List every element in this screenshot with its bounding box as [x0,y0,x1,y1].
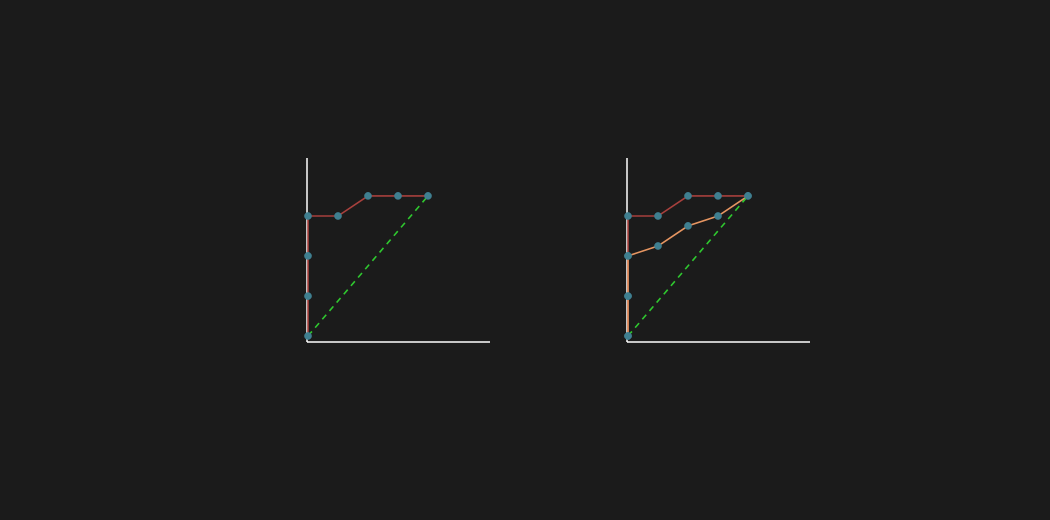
data-point [624,332,632,340]
data-point [364,192,372,200]
data-point [624,252,632,260]
data-point [714,212,722,220]
data-point [744,192,752,200]
data-point [304,252,312,260]
plot-panel-2 [624,158,810,343]
data-point [624,292,632,300]
data-point [304,212,312,220]
data-point [304,332,312,340]
data-point [714,192,722,200]
data-point [304,292,312,300]
series-line-3 [627,195,749,337]
plot-panel-1 [304,158,490,343]
data-point [654,242,662,250]
data-point [684,222,692,230]
series-line-2 [307,195,429,337]
data-point [394,192,402,200]
data-point [334,212,342,220]
data-point [624,212,632,220]
data-point [654,212,662,220]
data-point [424,192,432,200]
series-line-1 [307,195,428,336]
data-point [684,192,692,200]
